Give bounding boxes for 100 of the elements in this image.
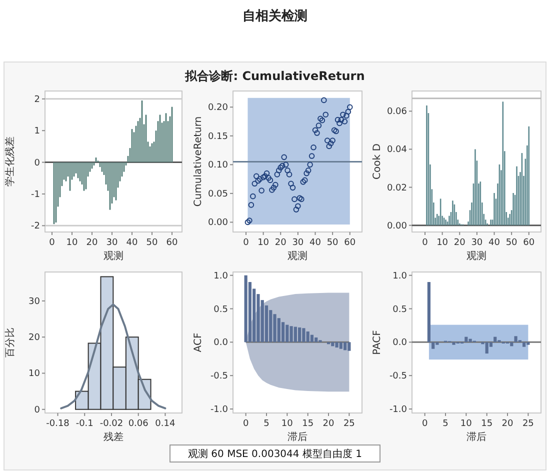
x-axis-title: 残差: [104, 431, 124, 443]
x-tick-label: 20: [322, 419, 335, 429]
x-tick-label: 30: [471, 238, 483, 248]
bar: [306, 331, 310, 342]
x-tick-label: 25: [522, 419, 534, 429]
bar: [294, 326, 297, 342]
point: [295, 203, 301, 209]
point: [333, 128, 339, 134]
chart-subtitle: 拟合诊断: CumulativeReturn: [184, 69, 365, 83]
x-axis-title: 观测: [466, 250, 486, 262]
point: [272, 182, 278, 188]
point: [258, 188, 264, 194]
point: [270, 184, 277, 191]
y-tick-label: 0.00: [386, 221, 408, 232]
point: [305, 168, 312, 174]
bar: [510, 342, 514, 346]
bar: [298, 327, 302, 342]
y-axis-title: PACF: [372, 330, 383, 355]
y-tick-label: 2: [34, 94, 40, 105]
point: [345, 108, 352, 115]
x-tick-label: 0: [242, 419, 249, 429]
point: [336, 120, 342, 126]
point: [328, 140, 334, 146]
bar: [335, 342, 338, 348]
y-tick-label: 0: [34, 158, 40, 168]
point: [338, 116, 344, 123]
point: [274, 172, 280, 178]
point: [253, 173, 260, 180]
y-tick-label: 0.05: [208, 189, 228, 200]
point: [276, 168, 282, 174]
x-tick-label: 0.06: [128, 419, 149, 429]
y-tick-label: 1: [34, 126, 40, 137]
x-tick-label: 15: [481, 419, 493, 429]
x-axis-title: 滞后: [288, 431, 308, 443]
point: [344, 112, 350, 119]
point: [256, 176, 263, 182]
x-tick-label: 40: [488, 238, 500, 248]
bar: [310, 334, 314, 342]
y-tick-label: 0.5: [392, 304, 407, 315]
y-tick-label: 0.0: [392, 338, 408, 348]
point: [319, 117, 326, 124]
x-tick-label: 50: [506, 238, 518, 248]
point: [290, 184, 296, 191]
x-tick-label: 20: [454, 238, 466, 248]
x-tick-label: 25: [343, 419, 355, 429]
x-tick-label: 60: [344, 238, 356, 248]
x-axis-title: 滞后: [466, 431, 486, 443]
x-tick-label: 20: [502, 419, 514, 429]
point: [346, 104, 353, 110]
point: [312, 127, 318, 134]
point: [342, 118, 348, 124]
point: [279, 162, 286, 169]
x-tick-label: 60: [166, 238, 178, 248]
x-tick-label: 10: [258, 238, 270, 248]
x-tick-label: 0: [422, 238, 428, 248]
point: [292, 196, 298, 202]
y-tick-label: 0: [34, 405, 40, 416]
y-tick-label: 20: [28, 333, 40, 344]
y-tick-label: 1.0: [392, 271, 408, 282]
text: 观测 60 MSE 0.003044 模型自由度 1: [188, 448, 362, 460]
bar: [244, 275, 248, 342]
x-tick-label: 0: [422, 419, 428, 429]
bar: [514, 336, 518, 342]
x-tick-label: 0: [49, 238, 56, 248]
y-tick-label: -2: [31, 222, 40, 232]
x-axis-title: 观测: [288, 250, 308, 262]
point: [326, 143, 332, 150]
x-tick-label: 50: [326, 238, 339, 248]
y-tick-label: -1.0: [210, 404, 228, 415]
point: [307, 162, 313, 168]
x-tick-label: 60: [523, 238, 535, 248]
x-tick-label: 10: [66, 238, 78, 248]
point: [262, 173, 268, 180]
y-tick-label: 10: [28, 369, 40, 380]
point: [267, 177, 274, 184]
point: [321, 97, 327, 104]
bar: [281, 322, 285, 342]
point: [293, 206, 300, 212]
bar: [432, 342, 435, 349]
point: [310, 144, 316, 150]
bar: [290, 326, 293, 342]
chart-title: 自相关检测: [242, 8, 308, 24]
bar: [452, 342, 456, 345]
x-tick-label: 40: [310, 238, 322, 248]
point: [334, 116, 341, 123]
x-tick-label: 5: [264, 419, 270, 429]
bar: [273, 314, 276, 342]
y-tick-label: 0.5: [214, 304, 228, 315]
point: [281, 154, 287, 160]
point: [324, 138, 330, 144]
point: [322, 112, 329, 118]
line-series: [60, 304, 166, 410]
bar: [464, 336, 468, 342]
bar: [348, 342, 351, 351]
point: [269, 187, 275, 193]
x-tick-label: 10: [436, 238, 448, 248]
point: [318, 116, 324, 122]
x-tick-label: 30: [106, 238, 118, 248]
bar: [526, 342, 530, 345]
bar: [522, 342, 526, 347]
